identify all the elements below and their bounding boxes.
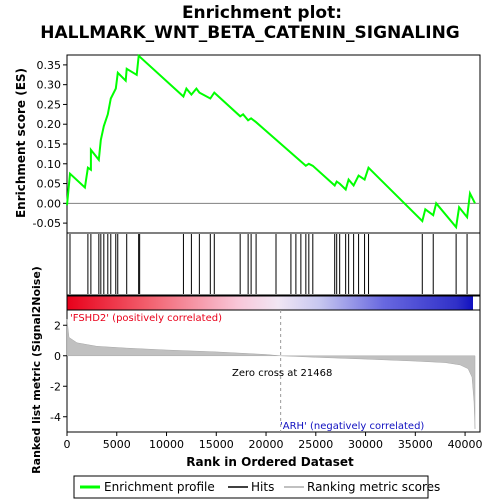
metric-y-tick-label: -2 bbox=[50, 380, 61, 393]
es-y-tick-label: 0.30 bbox=[37, 79, 62, 92]
chart-title-line2: HALLMARK_WNT_BETA_CATENIN_SIGNALING bbox=[40, 23, 460, 43]
x-axis: 0 5000 10000 15000 20000 25000 30000 35000 40000 bbox=[64, 432, 483, 451]
es-y-tick-label: 0.25 bbox=[37, 98, 62, 111]
legend-label-enrichment: Enrichment profile bbox=[104, 480, 215, 494]
es-y-tick-label: 0.20 bbox=[37, 118, 62, 131]
positive-correlation-label: 'FSHD2' (positively correlated) bbox=[70, 313, 222, 324]
legend-label-hits: Hits bbox=[251, 480, 274, 494]
es-y-tick-label: 0.05 bbox=[37, 178, 62, 191]
metric-panel-frame bbox=[66, 309, 481, 433]
x-tick-label: 10000 bbox=[149, 438, 184, 451]
x-tick-label: 15000 bbox=[199, 438, 234, 451]
x-tick-label: 25000 bbox=[298, 438, 333, 451]
hit-lines bbox=[69, 234, 468, 294]
metric-y-axis-label: Ranked list metric (Signal2Noise) bbox=[30, 266, 43, 474]
x-tick-label: 5000 bbox=[103, 438, 131, 451]
chart-title-line1: Enrichment plot: bbox=[182, 3, 342, 23]
es-y-tick-label: 0.15 bbox=[37, 138, 62, 151]
metric-y-tick-label: 2 bbox=[54, 319, 61, 332]
rank-color-bar bbox=[67, 296, 473, 310]
es-y-axis-label: Enrichment score (ES) bbox=[14, 68, 28, 218]
metric-y-tick-label: -4 bbox=[50, 411, 61, 424]
es-y-tick-label: 0.35 bbox=[37, 59, 62, 72]
es-y-axis: -0.05 0.00 0.05 0.10 0.15 0.20 0.25 0.30 0.35 bbox=[33, 59, 67, 230]
negative-correlation-label: 'ARH' (negatively correlated) bbox=[280, 421, 424, 432]
metric-y-tick-label: 0 bbox=[54, 350, 61, 363]
x-tick-label: 40000 bbox=[448, 438, 483, 451]
metric-y-axis: 2 0 -2 -4 bbox=[50, 319, 67, 424]
legend-frame bbox=[73, 475, 429, 499]
ranking-metric-area bbox=[66, 319, 476, 429]
es-panel-frame bbox=[66, 54, 481, 234]
x-tick-label: 35000 bbox=[398, 438, 433, 451]
x-tick-label: 0 bbox=[64, 438, 71, 451]
x-tick-label: 20000 bbox=[249, 438, 284, 451]
hits-panel-frame bbox=[66, 232, 481, 296]
x-tick-label: 30000 bbox=[348, 438, 383, 451]
legend: Enrichment profile Hits Ranking metric s… bbox=[73, 475, 440, 499]
es-y-tick-label: 0.10 bbox=[37, 158, 62, 171]
zero-cross-label: Zero cross at 21468 bbox=[232, 368, 332, 379]
enrichment-profile-line bbox=[66, 53, 476, 230]
x-axis-label: Rank in Ordered Dataset bbox=[186, 455, 354, 469]
es-y-tick-label: 0.00 bbox=[37, 197, 62, 210]
legend-label-ranking: Ranking metric scores bbox=[307, 480, 440, 494]
es-y-tick-label: -0.05 bbox=[33, 217, 61, 230]
